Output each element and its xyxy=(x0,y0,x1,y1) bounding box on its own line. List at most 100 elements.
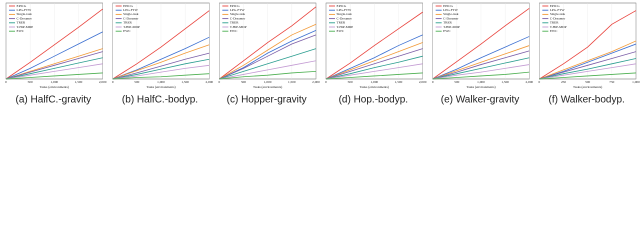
x-tick-label: 1,000 xyxy=(477,80,485,85)
line xyxy=(432,64,530,80)
line xyxy=(539,58,637,80)
line xyxy=(219,34,317,80)
line xyxy=(5,63,103,80)
line xyxy=(539,40,637,80)
x-axis-label: Tasks (environments) xyxy=(146,85,175,89)
x-axis-label: Tasks (environments) xyxy=(466,85,495,89)
figure: 0 500 1,000 1,500 2,000 Tasks (environments) E… xyxy=(5,2,640,106)
legend-label: EPICG xyxy=(550,4,560,8)
x-tick-label: 0 xyxy=(538,80,540,84)
line xyxy=(112,44,210,80)
line xyxy=(325,48,423,80)
line xyxy=(539,43,637,80)
x-tick-label: 0 xyxy=(218,80,220,84)
x-tick-label: 2,000 xyxy=(312,80,320,85)
legend-label: TRER xyxy=(443,21,452,25)
legend-label: Single-task xyxy=(230,12,246,16)
line xyxy=(432,7,530,80)
legend-label: Single-task xyxy=(443,12,459,16)
line xyxy=(325,63,423,80)
line xyxy=(539,51,637,80)
line xyxy=(219,6,317,80)
legend-label: C-Dreamer xyxy=(17,16,33,20)
line xyxy=(325,42,423,80)
legend-label: LPG-FTW xyxy=(550,8,565,12)
line xyxy=(112,73,210,80)
legend-label: C-Dreamer xyxy=(443,16,459,20)
legend-label: EWC xyxy=(550,29,558,33)
legend-label: LPG-FTW xyxy=(443,8,458,12)
line xyxy=(219,23,317,80)
line xyxy=(325,11,423,80)
x-tick-label: 1,500 xyxy=(501,80,509,85)
x-tick-label: 0 xyxy=(432,80,434,84)
x-tick-label: 2,000 xyxy=(99,80,107,85)
legend-label: EPICG xyxy=(123,4,133,8)
legend-label: T-HiP-MDP xyxy=(123,25,140,29)
line xyxy=(219,60,317,80)
legend-label: C-Dreamer xyxy=(123,16,139,20)
caption: (d) Hop.-bodyp. xyxy=(339,95,408,106)
legend-label: LPG-FTW xyxy=(230,8,245,12)
legend-label: TRER xyxy=(230,21,239,25)
x-tick-label: 500 xyxy=(28,80,33,84)
x-axis-label: Tasks (environments) xyxy=(253,85,282,89)
x-tick-label: 1,000 xyxy=(157,80,165,85)
legend-label: T-HiP-MDP xyxy=(550,25,567,29)
x-tick-label: 750 xyxy=(609,80,614,84)
x-axis-label: Tasks (environments) xyxy=(573,85,602,89)
legend-label: EPICG xyxy=(230,4,240,8)
legend-label: C-Dreamer xyxy=(550,16,566,20)
caption: (b) HalfC.-bodyp. xyxy=(122,95,198,106)
x-tick-label: 1,500 xyxy=(395,80,403,85)
line xyxy=(5,51,103,80)
line xyxy=(112,64,210,80)
x-tick-label: 2,000 xyxy=(526,80,534,85)
x-tick-label: 1,500 xyxy=(181,80,189,85)
legend-label: T-HiP-MDP xyxy=(17,25,34,29)
line xyxy=(325,55,423,80)
caption: (a) HalfC.-gravity xyxy=(16,95,92,106)
line xyxy=(325,34,423,80)
legend-label: LPG-FTW xyxy=(123,8,138,12)
line xyxy=(432,57,530,80)
line xyxy=(539,10,637,80)
legend-label: EWC xyxy=(443,29,451,33)
x-tick-label: 500 xyxy=(585,80,590,84)
legend-label: EWC xyxy=(230,29,238,33)
line xyxy=(432,36,530,80)
x-tick-label: 1,000 xyxy=(371,80,379,85)
legend-label: Single-task xyxy=(123,12,139,16)
line xyxy=(432,50,530,80)
legend-label: LPG-FTW xyxy=(17,8,32,12)
x-tick-label: 2,000 xyxy=(206,80,214,85)
line xyxy=(112,58,210,80)
x-tick-label: 1,000 xyxy=(264,80,272,85)
legend-label: LPG-FTW xyxy=(337,8,352,12)
legend-label: TRER xyxy=(550,21,559,25)
line xyxy=(539,72,637,80)
x-axis-label: Tasks (environments) xyxy=(40,85,69,89)
x-axis-label: Tasks (environments) xyxy=(360,85,389,89)
line xyxy=(5,48,103,80)
legend-label: T-HiP-MDP xyxy=(337,25,354,29)
legend-label: EPICG xyxy=(337,4,347,8)
line xyxy=(325,72,423,80)
legend-label: T-HiP-MDP xyxy=(443,25,460,29)
line xyxy=(112,36,210,80)
legend-label: EWC xyxy=(337,29,345,33)
legend-label: Single-task xyxy=(17,12,33,16)
x-tick-label: 250 xyxy=(561,80,566,84)
line xyxy=(432,45,530,80)
line xyxy=(112,10,210,80)
line xyxy=(5,31,103,80)
line xyxy=(219,71,317,80)
legend-label: Single-task xyxy=(337,12,353,16)
legend-label: TRER xyxy=(17,21,26,25)
x-tick-label: 500 xyxy=(454,80,459,84)
caption: (f) Walker-bodyp. xyxy=(549,95,625,106)
legend-label: TRER xyxy=(123,21,132,25)
legend-label: EPICG xyxy=(17,4,27,8)
x-tick-label: 1,500 xyxy=(288,80,296,85)
x-tick-label: 0 xyxy=(112,80,114,84)
